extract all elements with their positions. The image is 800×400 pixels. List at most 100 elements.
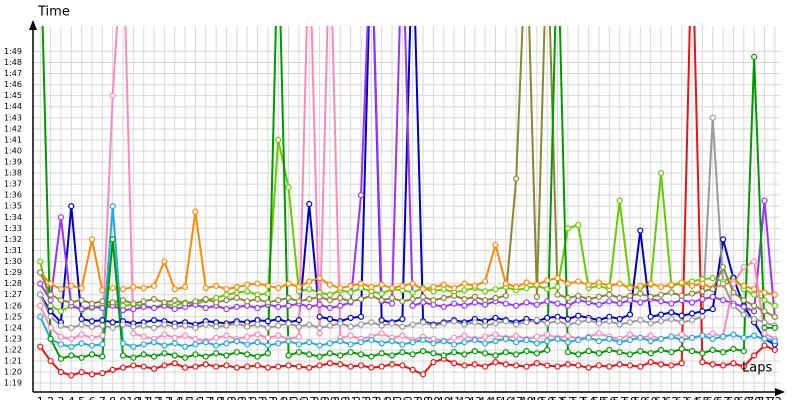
point bbox=[482, 333, 489, 340]
point bbox=[688, 334, 696, 341]
point bbox=[306, 286, 313, 293]
point bbox=[564, 349, 572, 356]
point bbox=[202, 339, 209, 346]
point bbox=[688, 290, 696, 297]
point bbox=[306, 321, 313, 328]
point bbox=[347, 298, 354, 305]
point bbox=[316, 330, 323, 337]
x-tick-label: 42 bbox=[457, 395, 471, 400]
x-tick-label: 30 bbox=[333, 395, 347, 400]
point bbox=[306, 296, 313, 303]
point bbox=[657, 169, 665, 177]
point bbox=[657, 291, 665, 298]
series bbox=[37, 26, 778, 379]
point bbox=[88, 334, 96, 341]
point bbox=[657, 318, 665, 325]
x-tick-label: 63 bbox=[675, 395, 689, 400]
point bbox=[626, 336, 634, 344]
point bbox=[409, 302, 416, 309]
point bbox=[192, 324, 199, 331]
point bbox=[761, 335, 768, 343]
point bbox=[564, 361, 572, 368]
point bbox=[513, 351, 520, 358]
point bbox=[140, 363, 147, 370]
point bbox=[254, 321, 261, 328]
point bbox=[533, 340, 540, 347]
point bbox=[171, 286, 178, 293]
point bbox=[657, 283, 665, 291]
point bbox=[202, 304, 209, 312]
x-tick-label: 2 bbox=[47, 395, 54, 400]
point bbox=[419, 286, 427, 293]
point bbox=[678, 336, 685, 344]
point bbox=[326, 315, 334, 323]
point bbox=[368, 336, 375, 344]
x-tick-label: 4 bbox=[68, 395, 75, 400]
point bbox=[513, 362, 520, 369]
point bbox=[419, 347, 427, 355]
point bbox=[575, 319, 582, 326]
point bbox=[544, 286, 551, 293]
point bbox=[119, 307, 127, 314]
point bbox=[409, 321, 416, 328]
point bbox=[709, 114, 716, 121]
point bbox=[771, 324, 778, 331]
point bbox=[213, 350, 220, 357]
point bbox=[595, 362, 603, 369]
point bbox=[233, 338, 240, 345]
point bbox=[502, 300, 509, 307]
point bbox=[637, 227, 644, 234]
point bbox=[326, 291, 334, 298]
y-tick-label: 1:40 bbox=[4, 146, 22, 155]
point bbox=[564, 339, 572, 346]
point bbox=[378, 330, 385, 337]
point bbox=[181, 343, 189, 350]
point bbox=[109, 92, 116, 99]
point bbox=[678, 319, 685, 326]
y-tick-label: 1:45 bbox=[4, 91, 22, 100]
point bbox=[150, 282, 158, 289]
point bbox=[523, 284, 530, 292]
point bbox=[357, 296, 365, 303]
point bbox=[730, 302, 737, 309]
point bbox=[57, 368, 65, 376]
point bbox=[471, 282, 478, 289]
point bbox=[171, 360, 178, 367]
x-tick-label: 33 bbox=[364, 395, 378, 400]
point bbox=[616, 315, 623, 323]
point bbox=[554, 291, 561, 298]
point bbox=[564, 294, 572, 302]
point bbox=[616, 280, 623, 287]
point bbox=[337, 338, 344, 345]
y-tick-label: 1:41 bbox=[4, 135, 22, 144]
x-tick-label: 16 bbox=[188, 395, 202, 400]
point bbox=[626, 319, 634, 326]
point bbox=[719, 349, 727, 356]
x-tick-label: 68 bbox=[726, 395, 740, 400]
point bbox=[533, 333, 540, 340]
point bbox=[202, 321, 209, 328]
point bbox=[171, 340, 178, 347]
y-tick-label: 1:26 bbox=[4, 301, 22, 310]
point bbox=[533, 350, 540, 357]
point bbox=[171, 297, 178, 304]
point bbox=[740, 347, 747, 355]
x-tick-label: 62 bbox=[664, 395, 678, 400]
point bbox=[409, 339, 416, 346]
point bbox=[119, 352, 127, 359]
point bbox=[254, 280, 261, 287]
x-axis-arrow bbox=[775, 388, 785, 396]
point bbox=[688, 310, 696, 317]
point bbox=[306, 351, 313, 358]
x-tick-label: 60 bbox=[644, 395, 658, 400]
point bbox=[264, 350, 271, 357]
point bbox=[595, 320, 603, 327]
point bbox=[47, 302, 54, 309]
x-tick-label: 50 bbox=[540, 395, 554, 400]
point bbox=[450, 318, 458, 325]
point bbox=[544, 298, 551, 305]
point bbox=[751, 286, 758, 293]
point bbox=[647, 350, 654, 357]
point bbox=[202, 284, 209, 292]
y-tick-label: 1:23 bbox=[4, 334, 22, 343]
